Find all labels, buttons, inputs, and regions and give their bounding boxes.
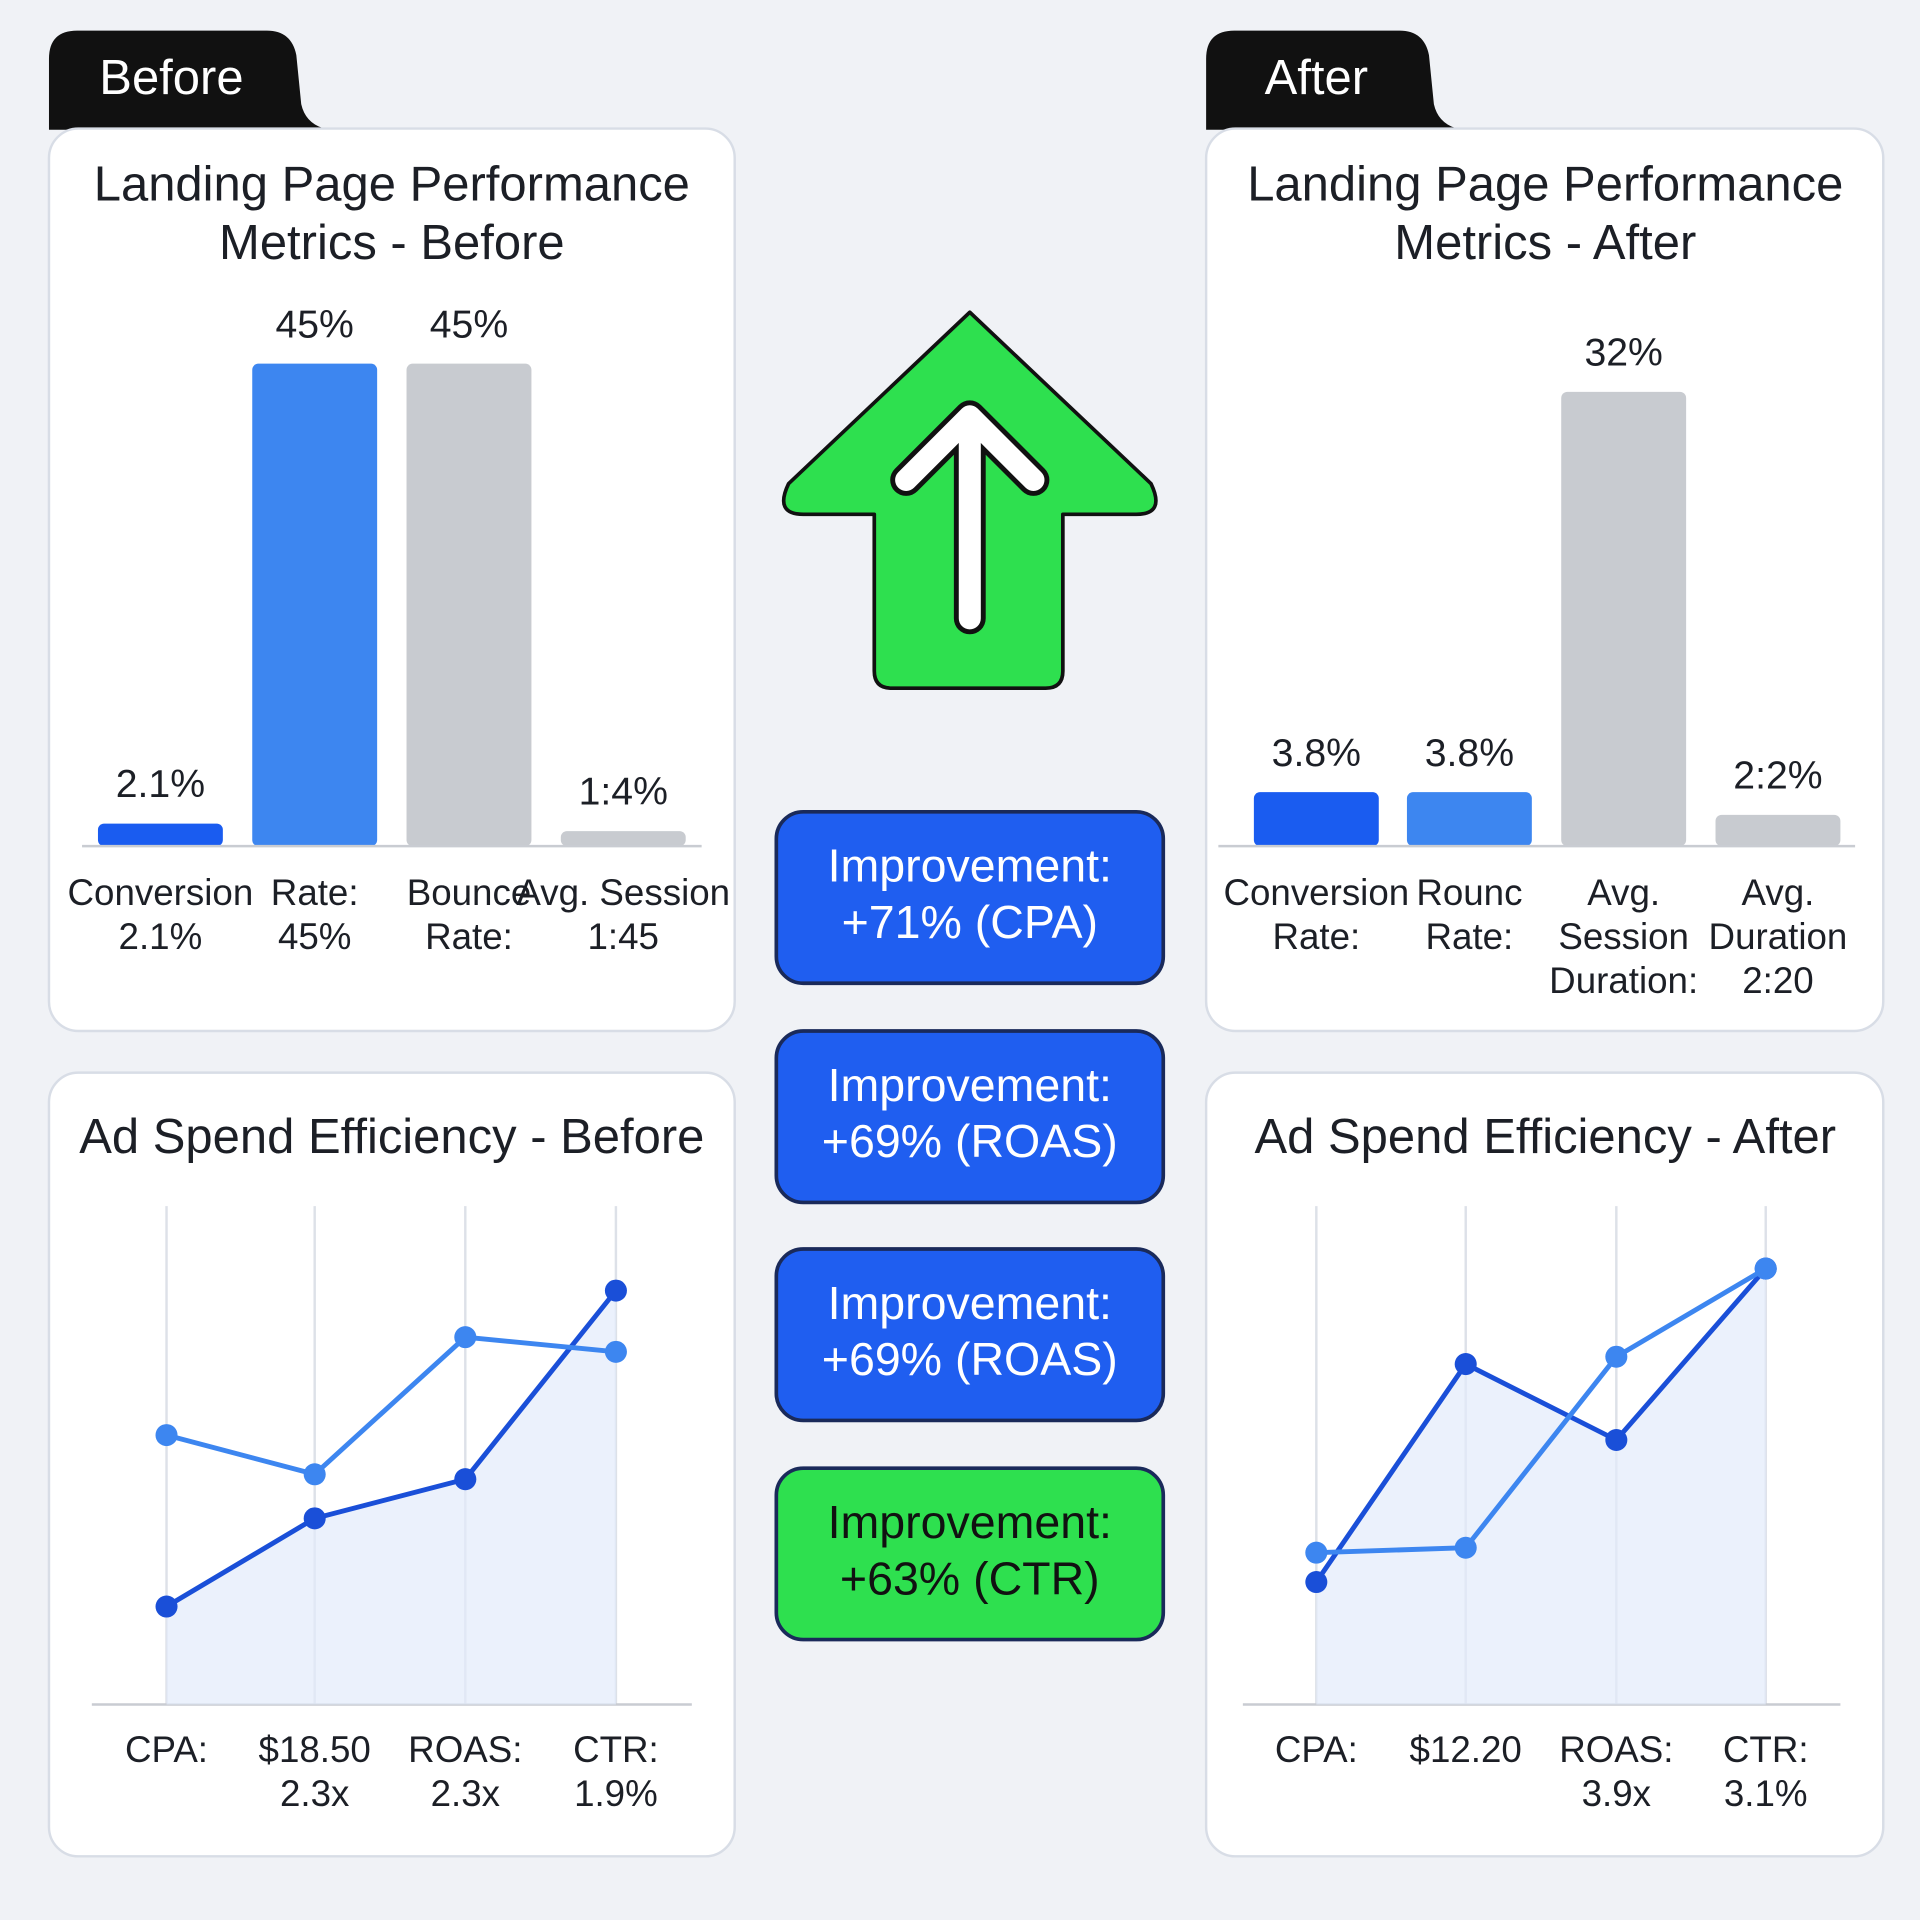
- x-tick-label: Duration: [1709, 916, 1848, 957]
- x-tick-label: CPA:: [125, 1729, 208, 1770]
- bar: [97, 823, 223, 847]
- value-label: 45%: [275, 303, 353, 346]
- bar: [1253, 792, 1379, 847]
- x-tick-label: 45%: [278, 916, 352, 957]
- bar: [406, 363, 532, 847]
- x-tick-label: Avg.: [1587, 872, 1660, 913]
- area: [1316, 1268, 1766, 1705]
- improvement-text: +63% (CTR): [840, 1552, 1100, 1604]
- series-line: [165, 1334, 617, 1477]
- point: [1605, 1345, 1628, 1368]
- point: [454, 1326, 477, 1349]
- improvement-text: Improvement:: [828, 1277, 1112, 1329]
- improvement-text: +71% (CPA): [842, 896, 1098, 948]
- point: [1754, 1257, 1777, 1280]
- x-tick-label: $18.50: [259, 1729, 371, 1770]
- series-line: [1316, 1266, 1767, 1556]
- point: [1305, 1571, 1328, 1594]
- series-line: [1314, 1266, 1768, 1584]
- x-tick-label: CPA:: [1275, 1729, 1358, 1770]
- x-tick-label: 2.3x: [280, 1773, 349, 1814]
- x-tick-label: Rate:: [271, 872, 359, 913]
- x-tick-label: 2.1%: [119, 916, 203, 957]
- bar: [252, 363, 378, 847]
- x-tick-label: 2.3x: [431, 1773, 500, 1814]
- x-tick-label: ROAS:: [1559, 1729, 1673, 1770]
- x-tick-label: Avg.: [1742, 872, 1815, 913]
- x-tick-label: Bounce: [407, 872, 532, 913]
- chart-title: Metrics - Before: [219, 216, 565, 270]
- x-tick-label: Rate:: [425, 916, 513, 957]
- value-label: 32%: [1584, 331, 1662, 374]
- point: [604, 1340, 627, 1363]
- x-tick-label: Session: [1558, 916, 1689, 957]
- improvement-box: [774, 1466, 1166, 1642]
- arrow-glyph: [890, 400, 1050, 635]
- x-tick-label: 1:45: [588, 916, 659, 957]
- bar: [1561, 391, 1687, 847]
- bar: [560, 831, 686, 847]
- improvement-box: [774, 1029, 1166, 1205]
- point: [303, 1463, 326, 1486]
- point: [1305, 1541, 1328, 1564]
- x-tick-label: 1.9%: [574, 1773, 658, 1814]
- tab-after: [1206, 30, 1464, 135]
- value-label: 1:4%: [579, 771, 668, 814]
- x-tick-label: Rate:: [1272, 916, 1360, 957]
- chart-title: Metrics - After: [1394, 216, 1696, 270]
- improvement-text: Improvement:: [828, 840, 1112, 892]
- value-label: 2.1%: [116, 763, 205, 806]
- value-label: 2:2%: [1733, 754, 1822, 797]
- x-tick-label: 3.9x: [1582, 1773, 1651, 1814]
- point: [155, 1424, 178, 1447]
- area: [166, 1290, 616, 1705]
- value-label: 3.8%: [1272, 732, 1361, 775]
- x-tick-label: Conversion: [1223, 872, 1409, 913]
- improvement-text: +69% (ROAS): [822, 1115, 1118, 1167]
- improvement-box: [774, 810, 1166, 986]
- point: [1454, 1536, 1477, 1559]
- x-tick-label: Rate:: [1426, 916, 1514, 957]
- point: [604, 1279, 627, 1302]
- bar: [1406, 792, 1532, 847]
- bar: [1715, 814, 1841, 847]
- x-tick-label: CTR:: [573, 1729, 659, 1770]
- chart-title: Landing Page Performance: [1247, 157, 1843, 211]
- chart-title: Ad Spend Efficiency - After: [1255, 1110, 1837, 1164]
- improvement-box: [774, 1247, 1166, 1423]
- tab-before: [48, 30, 331, 135]
- series-line: [165, 1289, 618, 1609]
- chart-title: Ad Spend Efficiency - Before: [79, 1110, 704, 1164]
- x-tick-label: Conversion: [68, 872, 254, 913]
- x-tick-label: ROAS:: [408, 1729, 522, 1770]
- x-tick-label: 3.1%: [1724, 1773, 1808, 1814]
- improvement-text: Improvement:: [828, 1496, 1112, 1548]
- card: [47, 127, 736, 1033]
- x-tick-label: $12.20: [1410, 1729, 1522, 1770]
- x-tick-label: Rounc: [1416, 872, 1522, 913]
- value-label: 45%: [430, 303, 508, 346]
- improvement-text: +69% (ROAS): [822, 1333, 1118, 1385]
- tab-label: After: [1265, 51, 1368, 105]
- x-tick-label: Avg. Session: [516, 872, 730, 913]
- improvement-text: Improvement:: [828, 1059, 1112, 1111]
- x-tick-label: Duration:: [1549, 960, 1698, 1001]
- x-tick-label: 2:20: [1742, 960, 1813, 1001]
- point: [454, 1468, 477, 1491]
- chart-title: Landing Page Performance: [94, 157, 690, 211]
- point: [303, 1507, 326, 1530]
- x-tick-label: CTR:: [1723, 1729, 1809, 1770]
- tab-label: Before: [99, 51, 243, 105]
- point: [1454, 1353, 1477, 1376]
- point: [155, 1595, 178, 1618]
- value-label: 3.8%: [1425, 732, 1514, 775]
- point: [1605, 1428, 1628, 1452]
